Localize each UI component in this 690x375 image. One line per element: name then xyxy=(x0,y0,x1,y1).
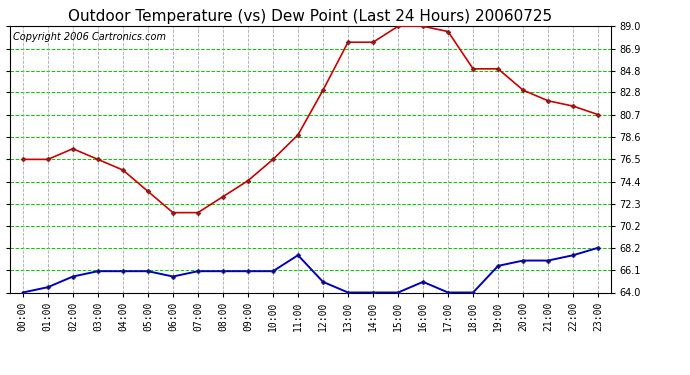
Text: Copyright 2006 Cartronics.com: Copyright 2006 Cartronics.com xyxy=(13,32,166,42)
Title: Outdoor Temperature (vs) Dew Point (Last 24 Hours) 20060725: Outdoor Temperature (vs) Dew Point (Last… xyxy=(68,9,553,24)
